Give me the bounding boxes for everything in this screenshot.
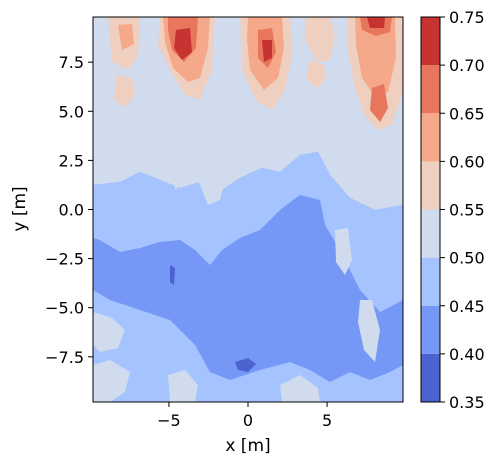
y-tick-label: −2.5 (45, 250, 84, 269)
contour-plot-area (93, 17, 403, 402)
x-axis: −5 0 5 (157, 402, 332, 430)
colorbar-tick-label: 0.40 (449, 345, 485, 364)
x-tick-label: 5 (322, 411, 332, 430)
colorbar-segment (421, 209, 440, 258)
colorbar-tick-label: 0.45 (449, 297, 485, 316)
contour-region (280, 375, 320, 402)
contour-region (93, 290, 403, 402)
x-tick-label: −5 (157, 411, 181, 430)
y-tick-label: 7.5 (59, 53, 84, 72)
colorbar-tick-label: 0.75 (449, 8, 485, 27)
contour-region (114, 75, 135, 108)
colorbar-segment (421, 305, 440, 354)
colorbar-segment (421, 17, 440, 66)
contour-region (305, 17, 335, 62)
colorbar-tick-label: 0.65 (449, 104, 485, 123)
contour-region (118, 24, 134, 50)
contour-region (93, 152, 403, 312)
contour-region (335, 228, 352, 275)
contour-region (262, 40, 272, 62)
contour-region (168, 370, 198, 402)
contour-regions (93, 17, 403, 402)
y-tick-label: −5.0 (45, 299, 84, 318)
contour-region (93, 360, 130, 402)
colorbar-tick-label: 0.55 (449, 201, 485, 220)
colorbar-segment (421, 161, 440, 210)
colorbar-segment (421, 353, 440, 402)
y-tick-label: −7.5 (45, 348, 84, 367)
contour-region (166, 92, 198, 190)
y-tick-label: 5.0 (59, 102, 84, 121)
contour-region (370, 84, 388, 122)
y-tick-label: 0.0 (59, 201, 84, 220)
y-axis: −7.5 −5.0 −2.5 0.0 2.5 5.0 7.5 (45, 53, 93, 367)
contour-region (358, 300, 380, 362)
colorbar-segment (421, 113, 440, 162)
contour-region (367, 17, 385, 28)
colorbar-segment (421, 65, 440, 114)
contour-region (198, 140, 228, 205)
colorbar-tick-label: 0.70 (449, 56, 485, 75)
contour-region (174, 28, 192, 60)
contour-region (306, 60, 326, 88)
colorbar-segment (421, 257, 440, 306)
colorbar-tick-label: 0.50 (449, 249, 485, 268)
colorbar-tick-label: 0.60 (449, 152, 485, 171)
colorbar-tick-label: 0.35 (449, 393, 485, 412)
x-axis-label: x [m] (225, 436, 270, 456)
contour-region (93, 312, 125, 352)
y-tick-label: 2.5 (59, 151, 84, 170)
contour-region (170, 265, 175, 285)
x-tick-label: 0 (243, 411, 253, 430)
contour-region (355, 17, 396, 98)
colorbar: 0.35 0.40 0.45 0.50 0.55 0.60 0.65 0.70 0.75 (420, 8, 485, 412)
y-axis-label: y [m] (10, 186, 30, 231)
contour-region (235, 358, 256, 372)
